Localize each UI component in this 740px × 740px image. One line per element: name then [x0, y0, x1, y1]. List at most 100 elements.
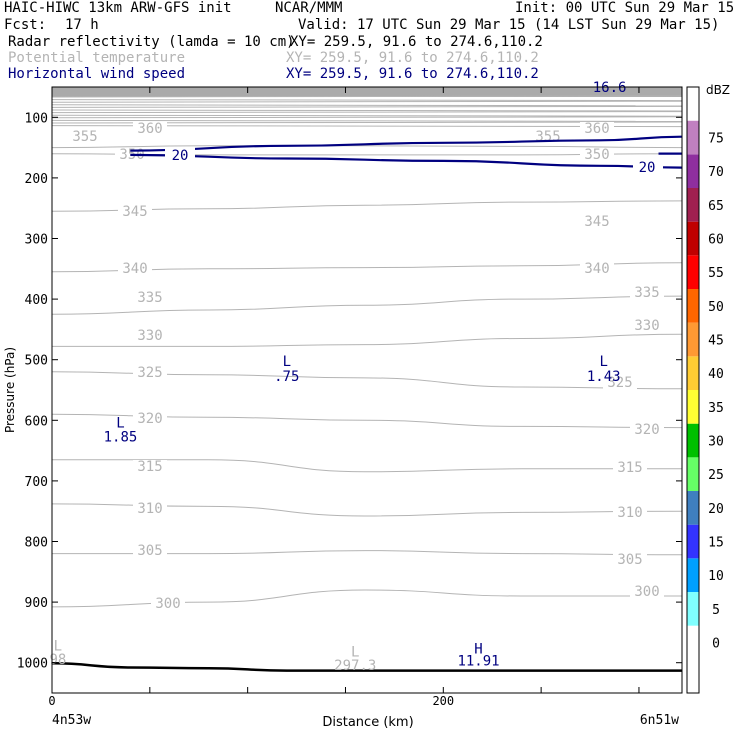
- wind-label-20: 20: [639, 160, 656, 176]
- theta-label-330: 330: [634, 318, 659, 334]
- header-valid: Valid: 17 UTC Sun 29 Mar 15 (14 LST Sun …: [298, 17, 720, 33]
- field-reflectivity-xy: XY= 259.5, 91.6 to 274.6,110.2: [290, 34, 543, 50]
- y-tick-label: 200: [25, 172, 48, 187]
- theta-label-bg: [613, 461, 647, 475]
- theta-label-325: 325: [137, 365, 162, 381]
- header-model: HAIC-HIWC 13km ARW-GFS init: [4, 0, 232, 16]
- theta-label-bg: [118, 205, 152, 219]
- colorbar-swatch: [687, 120, 699, 155]
- annotation-low: L: [283, 354, 291, 370]
- colorbar-swatch: [687, 558, 699, 592]
- colorbar-label: 75: [708, 132, 724, 147]
- colorbar-label: 30: [708, 435, 724, 450]
- colorbar-swatch: [687, 592, 699, 626]
- colorbar-label: 50: [708, 300, 724, 315]
- theta-label-345: 345: [122, 204, 147, 220]
- y-tick-label: 600: [25, 414, 48, 429]
- annotation-value: .75: [274, 369, 299, 385]
- theta-contour-315: [52, 459, 682, 473]
- theta-label-355: 355: [535, 129, 560, 145]
- colorbar-label: 10: [708, 569, 724, 584]
- annotation-low: L: [116, 416, 124, 432]
- colorbar-swatch: [687, 221, 699, 256]
- colorbar-border: [686, 86, 700, 694]
- ground-surface: [51, 662, 682, 672]
- y-axis-label: Pressure (hPa): [3, 347, 17, 433]
- theta-label-305: 305: [137, 543, 162, 559]
- x-start-label: 4n53w: [52, 713, 91, 728]
- field-reflectivity-name: Radar reflectivity (lamda = 10 cm): [8, 34, 295, 50]
- field-theta-name: Potential temperature: [8, 50, 186, 66]
- theta-upper-line: [51, 95, 683, 98]
- theta-upper-line: [51, 119, 683, 122]
- colorbar-label: 25: [708, 468, 724, 483]
- theta-label-360: 360: [137, 121, 162, 137]
- colorbar-swatch: [687, 524, 699, 559]
- colorbar-swatch: [687, 659, 699, 693]
- ground-line: [51, 662, 682, 672]
- colorbar-label: 60: [708, 233, 724, 248]
- theta-upper-line: [51, 99, 683, 102]
- wind-contour-upper: [130, 135, 683, 152]
- theta-contour-330: [52, 333, 683, 347]
- header-fcst-label: Fcst:: [4, 17, 47, 33]
- wind-contour-lower: [130, 153, 683, 169]
- theta-label-bg: [133, 122, 167, 136]
- wind-label-bg: [633, 159, 663, 173]
- y-tick-label: 500: [25, 354, 48, 369]
- wind-label-20: 20: [172, 148, 189, 164]
- annotation-value: 1.85: [104, 430, 138, 446]
- theta-label-315: 315: [617, 460, 642, 476]
- colorbar-swatch: [687, 390, 699, 424]
- theta-label-bg: [133, 412, 167, 426]
- theta-contour-335: [51, 295, 683, 315]
- colorbar-label: 70: [708, 165, 724, 180]
- theta-label-bg: [151, 597, 185, 611]
- colorbar-swatch: [687, 423, 699, 458]
- colorbar-swatch: [687, 87, 699, 121]
- y-tick-label: 1000: [17, 657, 48, 672]
- theta-contour-345: [51, 200, 683, 212]
- colorbar-swatch: [687, 625, 699, 660]
- theta-label-bg: [630, 319, 664, 333]
- theta-label-bg: [118, 262, 152, 276]
- theta-label-330: 330: [137, 328, 162, 344]
- x-tick-label: 0: [48, 694, 55, 708]
- theta-label-bg: [630, 423, 664, 437]
- y-tick-label: 900: [25, 596, 48, 611]
- theta-label-bg: [580, 122, 614, 136]
- colorbar-swatch: [687, 491, 699, 525]
- theta-upper-line: [51, 100, 683, 103]
- theta-upper-line: [51, 105, 683, 108]
- plot-frame: [51, 86, 683, 694]
- annotation-theta-value: 98: [49, 652, 66, 668]
- y-tick-label: 300: [25, 233, 48, 248]
- colorbar-label: 35: [708, 401, 724, 416]
- colorbar-swatch: [687, 356, 699, 390]
- annotation-value: 1.43: [587, 369, 621, 385]
- colorbar-label: 0: [712, 637, 720, 652]
- theta-label-bg: [580, 262, 614, 276]
- theta-upper-line: [51, 114, 683, 117]
- annotation-theta-low: L: [351, 645, 359, 661]
- theta-label-360: 360: [584, 121, 609, 137]
- colorbar-swatch: [687, 188, 699, 222]
- theta-label-300: 300: [155, 596, 180, 612]
- theta-upper-line: [51, 116, 683, 119]
- theta-label-310: 310: [617, 505, 642, 521]
- x-end-label: 6n51w: [640, 713, 679, 728]
- colorbar-swatch: [687, 289, 699, 323]
- theta-upper-line: [51, 111, 683, 114]
- colorbar-label: 40: [708, 367, 724, 382]
- theta-label-bg: [630, 585, 664, 599]
- theta-label-335: 335: [137, 290, 162, 306]
- theta-label-340: 340: [584, 261, 609, 277]
- theta-label-bg: [630, 286, 664, 300]
- y-tick-label: 700: [25, 475, 48, 490]
- pressure-axis: 100 200 300 400 500 600 700 800 900 1000 Pressure …: [3, 111, 682, 672]
- theta-label-325: 325: [607, 375, 632, 391]
- theta-label-305: 305: [617, 552, 642, 568]
